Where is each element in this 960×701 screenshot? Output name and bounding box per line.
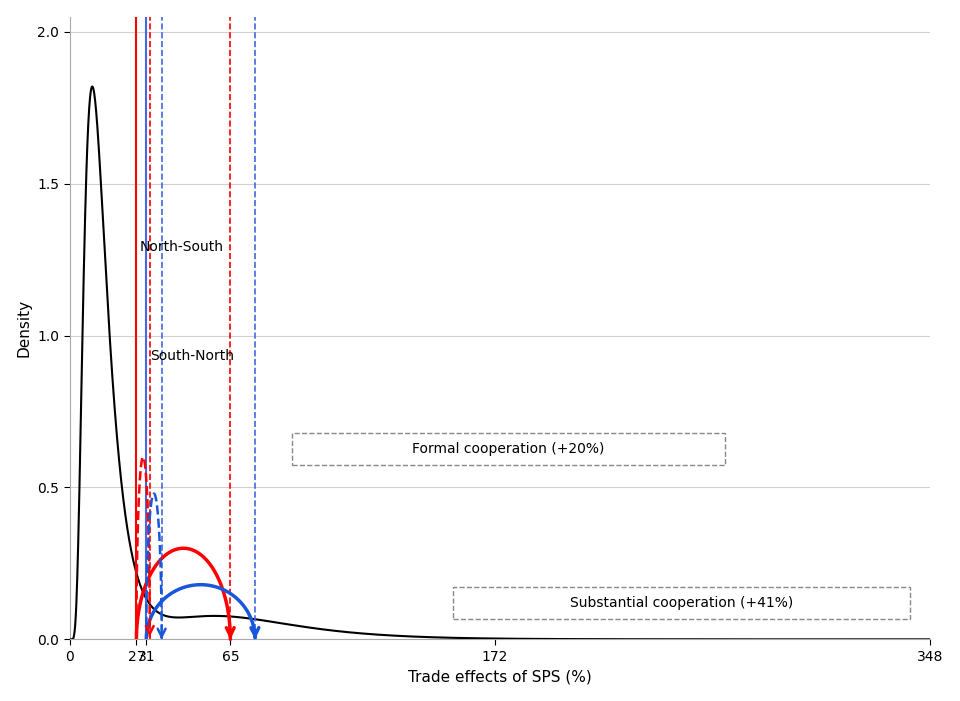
Text: Substantial cooperation (+41%): Substantial cooperation (+41%) <box>570 596 793 610</box>
Y-axis label: Density: Density <box>16 299 32 357</box>
Text: South-North: South-North <box>150 349 234 363</box>
Bar <box>292 433 725 465</box>
X-axis label: Trade effects of SPS (%): Trade effects of SPS (%) <box>408 669 591 684</box>
Bar <box>453 587 910 619</box>
Text: Formal cooperation (+20%): Formal cooperation (+20%) <box>413 442 605 456</box>
Text: North-South: North-South <box>140 240 224 254</box>
